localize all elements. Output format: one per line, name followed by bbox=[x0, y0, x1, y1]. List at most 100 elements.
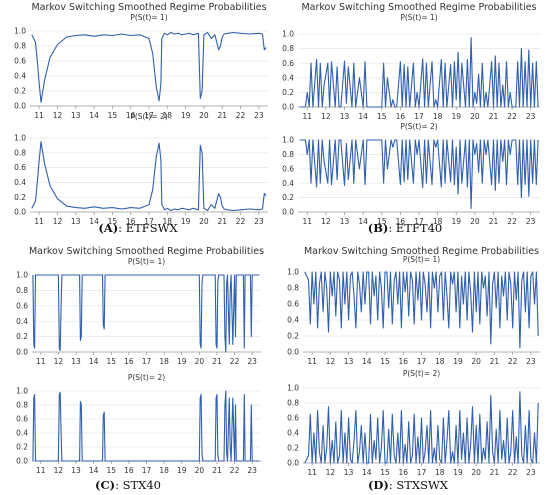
x-tick-label: 12 bbox=[326, 468, 336, 477]
subplot-c-2: P(S(t)= 2) 0.0 0.2 0.4 0.6 0.8 1.0 11 12 13 14 15 16… bbox=[16, 373, 261, 475]
x-tick-label: 15 bbox=[377, 112, 387, 121]
probability-line bbox=[32, 274, 260, 353]
panel-caption-name: : ETFT40 bbox=[388, 221, 442, 235]
x-tick-label: 17 bbox=[417, 357, 427, 366]
subplot-b-1: P(S(t)= 1) 0.0 0.2 0.4 0.6 0.8 1.0 11 12 13 14 15 16… bbox=[282, 13, 540, 121]
x-tick-label: 21 bbox=[217, 217, 227, 226]
y-tick-label: 0.0 bbox=[14, 102, 26, 111]
x-tick-label: 22 bbox=[508, 468, 518, 477]
y-tick-label: 0.6 bbox=[282, 59, 294, 68]
panel-caption-label: (B) bbox=[368, 221, 389, 235]
subplot-title: P(S(t)= 1) bbox=[128, 257, 165, 266]
x-tick-label: 11 bbox=[303, 217, 313, 226]
y-tick-label: 1.0 bbox=[282, 30, 294, 39]
subplot-title: P(S(t)= 2) bbox=[400, 122, 437, 131]
y-tick-label: 0.6 bbox=[14, 163, 26, 172]
x-tick-label: 12 bbox=[53, 111, 63, 120]
x-tick-label: 11 bbox=[34, 217, 44, 226]
x-tick-label: 18 bbox=[159, 357, 169, 366]
x-tick-label: 14 bbox=[358, 112, 368, 121]
x-tick-label: 15 bbox=[380, 468, 390, 477]
y-tick-label: 0.4 bbox=[282, 179, 294, 188]
y-tick-label: 0.6 bbox=[16, 301, 28, 310]
panel-caption: (B): ETFT40 bbox=[368, 221, 443, 235]
x-tick-label: 14 bbox=[89, 217, 99, 226]
panel-d: Markov Switching Smoothed Regime Probabi… bbox=[287, 246, 540, 492]
subplot-c-1: P(S(t)= 1) 0.0 0.2 0.4 0.6 0.8 1.0 11 12 13 14 15 16… bbox=[16, 257, 261, 366]
y-tick-label: 0.6 bbox=[16, 415, 28, 424]
x-tick-label: 13 bbox=[344, 468, 354, 477]
x-tick-label: 23 bbox=[526, 112, 536, 121]
y-tick-label: 0.6 bbox=[282, 164, 294, 173]
x-tick-label: 16 bbox=[126, 217, 136, 226]
y-tick-label: 0.0 bbox=[287, 348, 299, 357]
x-tick-label: 20 bbox=[470, 112, 480, 121]
x-tick-label: 18 bbox=[433, 112, 443, 121]
y-tick-label: 1.0 bbox=[282, 136, 294, 145]
x-tick-label: 22 bbox=[230, 357, 240, 366]
y-tick-label: 0.2 bbox=[14, 87, 26, 96]
y-tick-label: 1.0 bbox=[287, 384, 299, 393]
x-tick-label: 23 bbox=[254, 217, 264, 226]
x-tick-label: 14 bbox=[89, 466, 99, 475]
x-tick-label: 17 bbox=[414, 112, 424, 121]
y-tick-label: 0.0 bbox=[16, 348, 28, 357]
x-tick-label: 21 bbox=[490, 357, 500, 366]
x-tick-label: 23 bbox=[526, 468, 536, 477]
y-tick-label: 0.2 bbox=[282, 88, 294, 97]
y-tick-label: 0.4 bbox=[287, 316, 299, 325]
x-tick-label: 19 bbox=[451, 112, 461, 121]
panel-title: Markov Switching Smoothed Regime Probabi… bbox=[304, 246, 539, 257]
x-tick-label: 19 bbox=[451, 217, 461, 226]
y-tick-label: 1.0 bbox=[14, 27, 26, 36]
x-tick-label: 15 bbox=[108, 217, 118, 226]
x-tick-label: 21 bbox=[489, 112, 499, 121]
panel-title: Markov Switching Smoothed Regime Probabi… bbox=[29, 246, 264, 257]
panel-caption-label: (C) bbox=[95, 478, 115, 492]
y-tick-label: 0.6 bbox=[287, 414, 299, 423]
x-tick-label: 16 bbox=[124, 357, 134, 366]
y-tick-label: 0.2 bbox=[282, 193, 294, 202]
subplot-title: P(S(t)= 1) bbox=[130, 13, 167, 22]
panel-caption: (A): ETFSWX bbox=[98, 221, 178, 235]
x-tick-label: 14 bbox=[362, 468, 372, 477]
subplot-d-2: P(S(t)= 2) 0.0 0.2 0.4 0.6 0.8 1.0 11 12 13 14 15 16… bbox=[287, 369, 540, 477]
x-tick-label: 11 bbox=[34, 111, 44, 120]
y-tick-label: 0.0 bbox=[282, 208, 294, 217]
x-tick-label: 18 bbox=[435, 357, 445, 366]
y-tick-label: 0.8 bbox=[287, 399, 299, 408]
x-tick-label: 17 bbox=[144, 217, 154, 226]
y-tick-label: 0.2 bbox=[287, 332, 299, 341]
probability-line bbox=[31, 141, 267, 212]
x-tick-label: 13 bbox=[71, 466, 81, 475]
y-tick-label: 0.4 bbox=[14, 178, 26, 187]
x-tick-label: 13 bbox=[71, 111, 81, 120]
x-tick-label: 15 bbox=[380, 357, 390, 366]
x-tick-label: 16 bbox=[398, 468, 408, 477]
subplot-a-1: P(S(t)= 1) 0.0 0.2 0.4 0.6 0.8 1.0 11 12 13 14 15 16… bbox=[14, 13, 268, 120]
y-tick-label: 0.8 bbox=[16, 286, 28, 295]
x-tick-label: 16 bbox=[396, 217, 406, 226]
probability-line bbox=[299, 139, 539, 209]
x-tick-label: 23 bbox=[526, 217, 536, 226]
x-tick-label: 13 bbox=[340, 217, 350, 226]
x-tick-label: 23 bbox=[247, 357, 257, 366]
x-tick-label: 21 bbox=[212, 466, 222, 475]
y-tick-label: 0.4 bbox=[16, 317, 28, 326]
y-tick-label: 0.0 bbox=[16, 457, 28, 466]
x-tick-label: 21 bbox=[217, 111, 227, 120]
x-tick-label: 17 bbox=[144, 111, 154, 120]
subplot-title: P(S(t)= 1) bbox=[403, 255, 440, 264]
x-tick-label: 23 bbox=[526, 357, 536, 366]
y-tick-label: 0.4 bbox=[287, 429, 299, 438]
subplot-title: P(S(t)= 1) bbox=[400, 13, 437, 22]
x-tick-label: 17 bbox=[414, 217, 424, 226]
x-tick-label: 14 bbox=[89, 357, 99, 366]
x-tick-label: 13 bbox=[71, 357, 81, 366]
x-tick-label: 20 bbox=[471, 468, 481, 477]
x-tick-label: 18 bbox=[163, 217, 173, 226]
x-tick-label: 21 bbox=[489, 217, 499, 226]
y-tick-label: 0.8 bbox=[282, 150, 294, 159]
x-tick-label: 17 bbox=[142, 466, 152, 475]
